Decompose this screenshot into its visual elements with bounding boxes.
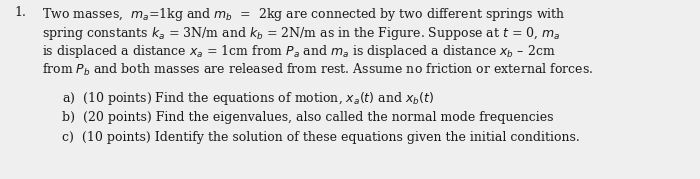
Text: 1.: 1. bbox=[14, 6, 26, 19]
Text: b)  (20 points) Find the eigenvalues, also called the normal mode frequencies: b) (20 points) Find the eigenvalues, als… bbox=[62, 110, 554, 124]
Text: c)  (10 points) Identify the solution of these equations given the initial condi: c) (10 points) Identify the solution of … bbox=[62, 131, 580, 144]
Text: spring constants $k_a$ = 3N/m and $k_b$ = 2N/m as in the Figure. Suppose at $t$ : spring constants $k_a$ = 3N/m and $k_b$ … bbox=[42, 25, 561, 42]
Text: is displaced a distance $x_a$ = 1cm from $P_a$ and $m_a$ is displaced a distance: is displaced a distance $x_a$ = 1cm from… bbox=[42, 43, 555, 60]
Text: Two masses,  $m_a$=1kg and $m_b$  =  2kg are connected by two different springs : Two masses, $m_a$=1kg and $m_b$ = 2kg ar… bbox=[42, 6, 566, 23]
Text: a)  (10 points) Find the equations of motion, $x_a(t)$ and $x_b(t)$: a) (10 points) Find the equations of mot… bbox=[62, 90, 434, 107]
Text: from $P_b$ and both masses are released from rest. Assume no friction or externa: from $P_b$ and both masses are released … bbox=[42, 62, 593, 78]
